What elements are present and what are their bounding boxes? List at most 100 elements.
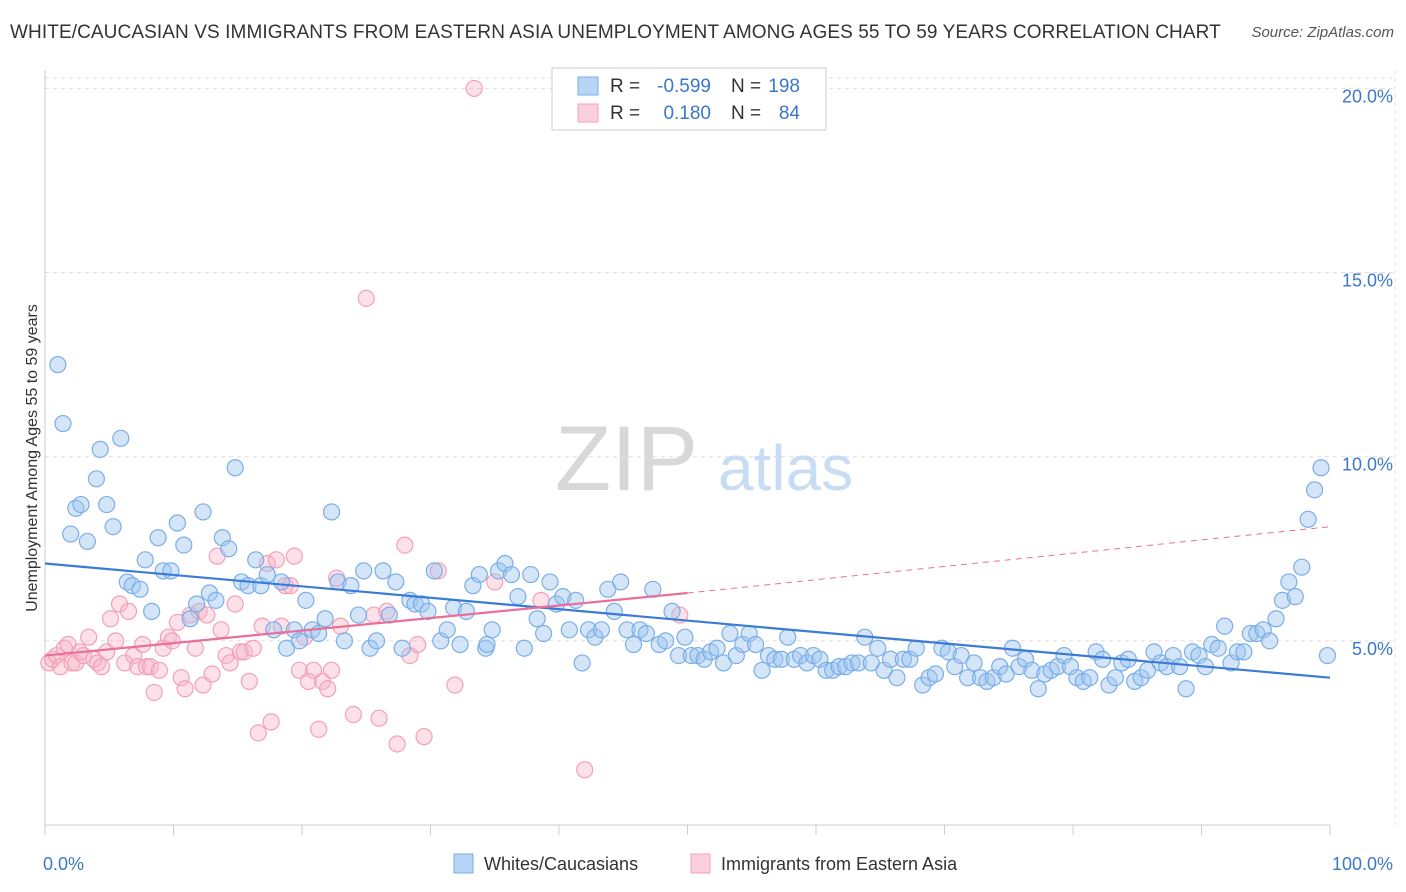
point-whites	[451, 635, 469, 654]
legend-top: R = -0.599 N = 198 R = 0.180 N = 84	[551, 67, 827, 131]
trend-line-immigrants-extension	[687, 526, 1331, 594]
point-whites	[175, 536, 193, 554]
point-whites	[888, 669, 906, 687]
point-whites	[965, 654, 983, 672]
x-tick-label: 100.0%	[1332, 854, 1393, 874]
point-whites	[1023, 661, 1041, 679]
point-whites	[1280, 573, 1298, 591]
point-immigrants	[186, 639, 204, 657]
point-whites	[290, 632, 309, 650]
point-immigrants	[465, 79, 483, 98]
point-immigrants	[226, 595, 244, 613]
point-immigrants	[101, 610, 120, 628]
point-whites	[322, 503, 341, 521]
point-whites	[136, 551, 154, 569]
point-whites	[573, 654, 591, 672]
point-whites	[1228, 643, 1247, 661]
point-whites	[669, 646, 688, 665]
point-whites	[367, 632, 386, 650]
point-whites	[98, 495, 116, 514]
point-immigrants	[486, 573, 504, 591]
x-tick-labels: 0.0% 100.0%	[43, 854, 1393, 874]
point-immigrants	[244, 639, 262, 657]
legend-blue-swatch	[577, 76, 599, 96]
point-whites	[1293, 558, 1311, 576]
point-whites	[830, 658, 848, 676]
point-immigrants	[80, 628, 98, 646]
point-whites	[1093, 650, 1112, 668]
point-whites	[277, 639, 296, 657]
point-immigrants	[409, 635, 427, 654]
legend-bottom-immigrants: Immigrants from Eastern Asia	[721, 854, 958, 874]
point-whites	[207, 591, 225, 609]
point-whites	[592, 621, 611, 639]
point-whites	[78, 532, 97, 551]
point-whites	[624, 635, 643, 654]
point-whites	[657, 632, 675, 650]
point-immigrants	[198, 606, 216, 624]
point-whites	[1286, 588, 1304, 606]
point-whites	[721, 624, 739, 643]
point-immigrants	[446, 676, 464, 694]
point-whites	[226, 459, 244, 477]
point-whites	[1177, 680, 1195, 698]
point-whites	[1305, 481, 1324, 499]
point-whites	[374, 562, 392, 580]
point-immigrants	[212, 621, 230, 639]
point-immigrants	[262, 713, 280, 731]
point-immigrants	[150, 661, 168, 679]
point-immigrants	[429, 562, 447, 580]
point-whites	[149, 529, 167, 547]
source-label: Source: ZipAtlas.com	[1251, 24, 1394, 41]
point-whites	[894, 650, 912, 668]
point-immigrants	[370, 709, 388, 727]
point-immigrants	[172, 669, 190, 687]
axes	[44, 70, 1331, 835]
chart-title: WHITE/CAUCASIAN VS IMMIGRANTS FROM EASTE…	[10, 22, 1221, 43]
point-whites	[438, 621, 456, 639]
point-whites	[1273, 591, 1292, 609]
point-whites	[478, 635, 496, 654]
series-whites-points	[49, 356, 1337, 698]
point-immigrants	[285, 547, 303, 565]
legend-n-label-2: N =	[731, 103, 761, 124]
point-whites	[522, 565, 540, 584]
point-whites	[869, 639, 887, 657]
point-whites	[168, 514, 186, 532]
point-whites	[1209, 639, 1227, 657]
point-immigrants	[267, 551, 285, 569]
point-whites	[779, 628, 797, 646]
point-whites	[220, 540, 238, 558]
legend-r-label-2: R =	[610, 103, 640, 124]
point-whites	[91, 440, 109, 458]
point-whites	[1029, 680, 1047, 698]
point-immigrants	[304, 661, 323, 679]
point-whites	[959, 669, 977, 687]
point-immigrants	[322, 661, 341, 679]
point-whites	[676, 628, 694, 646]
point-whites	[162, 562, 180, 580]
point-immigrants	[107, 632, 125, 650]
point-whites	[62, 525, 80, 543]
point-whites	[419, 602, 437, 620]
point-whites	[181, 610, 199, 628]
point-immigrants	[168, 613, 186, 632]
point-immigrants	[128, 658, 147, 676]
point-whites	[1081, 669, 1099, 687]
point-whites	[599, 580, 617, 598]
legend-n-value-1: 198	[768, 76, 800, 97]
point-immigrants	[357, 289, 375, 307]
point-whites	[49, 356, 67, 374]
x-tick-label: 0.0%	[43, 854, 84, 874]
y-tick-label: 10.0%	[1342, 455, 1393, 475]
point-whites	[612, 573, 630, 591]
point-whites	[272, 573, 291, 591]
trend-line-whites	[44, 562, 1331, 679]
point-whites	[297, 591, 315, 609]
watermark: ZIP atlas	[555, 408, 853, 510]
point-immigrants	[344, 705, 362, 724]
point-immigrants	[92, 658, 111, 676]
point-whites	[881, 650, 900, 668]
point-whites	[194, 503, 212, 521]
y-tick-label: 15.0%	[1342, 271, 1393, 291]
